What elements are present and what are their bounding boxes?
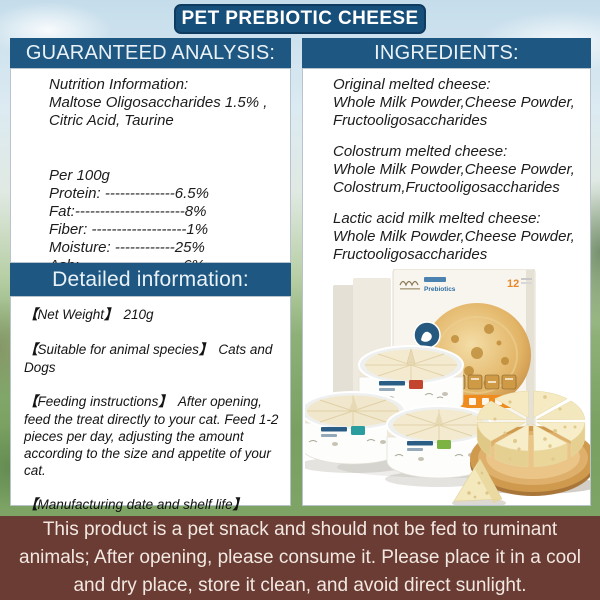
ingredient-group-original: Original melted cheese: Whole Milk Powde… [333,76,586,130]
goat-badge [413,321,441,349]
ingredient-group-colostrum: Colostrum melted cheese: Whole Milk Powd… [333,143,586,197]
detail-item-species: Suitable for animal speciesCats and Dogs [24,341,280,376]
brand-logo [399,280,420,290]
ingredient-line: Whole Milk Powder,Cheese Powder, [333,228,575,245]
ingredient-line: Colostrum,Fructooligosaccharides [333,179,560,196]
ingredients-header: INGREDIENTS: [302,38,591,68]
ingredient-line: Whole Milk Powder,Cheese Powder, [333,161,575,178]
tin-label-text [379,381,405,386]
detail-label: Feeding instructions [24,394,172,409]
ingredient-line: Fructooligosaccharides [333,112,488,129]
nutrition-value-moisture: Moisture: ------------25% [49,239,205,256]
nutrition-line: Maltose Oligosaccharides 1.5% , [49,94,268,111]
detail-value: Cats and Dogs [24,342,273,375]
ingredient-title: Original melted cheese: [333,76,491,93]
cheese-tin-left [305,391,407,473]
nutrition-value-protein: Protein: --------------6.5% [49,185,209,202]
ingredient-group-lactic: Lactic acid milk melted cheese: Whole Mi… [333,210,586,264]
box-cjk-subtitle [424,277,446,282]
detail-value: After opening, feed the treat directly t… [24,394,279,478]
spacer [333,197,586,210]
tin-label-text [407,441,433,446]
guaranteed-analysis-header-text: GUARANTEED ANALYSIS: [25,41,276,64]
detail-item-net-weight: Net Weight 210g [24,306,280,324]
detail-label: Net Weight [24,307,118,322]
nutrition-panel: Nutrition Information: Maltose Oligosacc… [10,68,291,274]
ingredient-title: Lactic acid milk melted cheese: [333,210,541,227]
ingredients-panel: Original melted cheese: Whole Milk Powde… [302,68,591,506]
detailed-information-header: Detailed information: [10,263,291,296]
cheese-tin-middle [385,405,493,487]
page-title: PET PREBIOTIC CHEESE [174,4,426,34]
cheese-wedge-single [452,458,506,505]
spacer [49,130,284,167]
page-title-text: PET PREBIOTIC CHEESE [181,8,419,29]
tin-flavor-badge [437,440,451,449]
ingredient-title: Colostrum melted cheese: [333,143,508,160]
detailed-information-header-text: Detailed information: [52,267,249,291]
nutrition-value-fat: Fat:----------------------8% [49,203,207,220]
guaranteed-analysis-header: GUARANTEED ANALYSIS: [10,38,291,68]
detail-label: Manufacturing date and shelf life [24,497,246,512]
nutrition-line: Citric Acid, Taurine [49,112,174,129]
box-count-badge: 12 [507,278,519,290]
ingredients-header-text: INGREDIENTS: [374,41,519,64]
detail-label: Suitable for animal species [24,342,212,357]
tin-flavor-badge [409,380,423,389]
tin-label-text [321,427,347,432]
box-subtitle-text: Prebiotics [424,286,456,293]
ingredient-line: Fructooligosaccharides [333,246,488,263]
ingredient-line: Whole Milk Powder,Cheese Powder, [333,94,575,111]
details-panel: Net Weight 210g Suitable for animal speci… [10,296,291,566]
detail-value: 210g [123,307,154,322]
nutrition-line: Nutrition Information: [49,76,189,93]
product-photo: Prebiotics 12 [305,269,590,505]
wheel-holes [493,395,577,461]
footer-warning: This product is a pet snack and should n… [0,516,600,600]
tin-flavor-badge [351,426,365,435]
cheese-wheel [476,390,586,468]
nutrition-value-fiber: Fiber: -------------------1% [49,221,209,238]
detail-item-feeding: Feeding instructionsAfter opening, feed … [24,393,280,479]
per-100g-label: Per 100g [49,167,110,184]
footer-warning-text: This product is a pet snack and should n… [19,519,581,596]
spacer [333,130,586,143]
